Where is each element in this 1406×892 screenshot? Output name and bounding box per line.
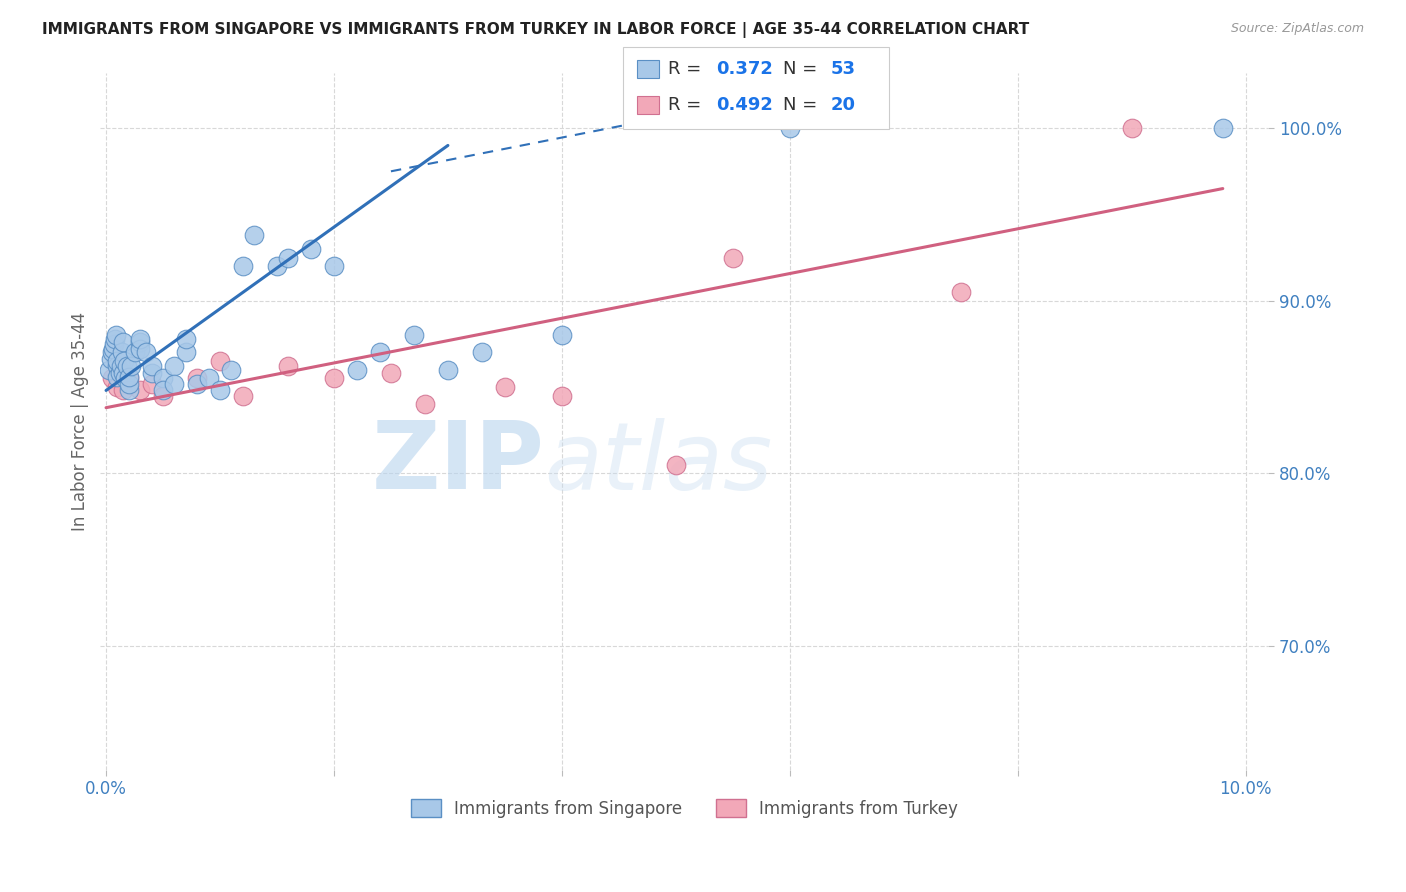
Point [323, 259, 346, 273]
Point [114, 371, 136, 385]
Point [118, 369, 141, 384]
Point [100, 352, 122, 367]
Point [277, 251, 299, 265]
Text: 53: 53 [831, 60, 856, 78]
Point [197, 371, 219, 385]
Point [346, 362, 368, 376]
Text: atlas: atlas [544, 417, 772, 508]
Point [112, 335, 135, 350]
Text: Source: ZipAtlas.com: Source: ZipAtlas.com [1230, 22, 1364, 36]
Point [163, 376, 186, 391]
Point [152, 389, 174, 403]
Point [129, 384, 152, 398]
Point [186, 371, 208, 385]
Text: N =: N = [783, 60, 823, 78]
Text: R =: R = [668, 60, 707, 78]
Point [368, 345, 391, 359]
Point [112, 384, 135, 398]
Point [323, 371, 346, 385]
Point [124, 345, 146, 359]
Point [186, 376, 208, 391]
Point [221, 362, 243, 376]
Point [104, 332, 127, 346]
Text: R =: R = [668, 96, 707, 114]
Point [551, 328, 574, 343]
Point [163, 359, 186, 374]
Point [380, 366, 402, 380]
Text: 20: 20 [831, 96, 856, 114]
Point [721, 251, 744, 265]
Point [100, 371, 122, 385]
Point [120, 359, 142, 374]
Point [1212, 121, 1234, 136]
Point [108, 366, 131, 380]
Text: N =: N = [783, 96, 823, 114]
Point [129, 335, 152, 350]
Point [107, 354, 129, 368]
Point [494, 380, 516, 394]
Point [232, 389, 254, 403]
Point [101, 342, 124, 356]
Point [174, 332, 197, 346]
Point [152, 371, 174, 385]
Point [110, 359, 132, 374]
Point [232, 259, 254, 273]
Point [413, 397, 436, 411]
Point [118, 376, 141, 391]
Point [1121, 121, 1143, 136]
Point [107, 380, 129, 394]
Text: 0.492: 0.492 [716, 96, 772, 114]
Point [243, 228, 266, 243]
Point [111, 345, 134, 359]
Point [779, 121, 801, 136]
Point [105, 328, 128, 343]
Point [141, 366, 163, 380]
Text: ZIP: ZIP [371, 417, 544, 509]
Point [103, 336, 125, 351]
Legend: Immigrants from Singapore, Immigrants from Turkey: Immigrants from Singapore, Immigrants fr… [404, 792, 965, 824]
Point [402, 328, 425, 343]
Point [112, 354, 135, 368]
Point [115, 359, 138, 374]
Point [665, 458, 688, 472]
Point [174, 345, 197, 359]
Point [299, 242, 322, 256]
Point [118, 384, 141, 398]
Text: 0.372: 0.372 [716, 60, 772, 78]
Y-axis label: In Labor Force | Age 35-44: In Labor Force | Age 35-44 [72, 312, 89, 531]
Point [135, 345, 157, 359]
Point [471, 345, 494, 359]
Point [208, 354, 231, 368]
Point [152, 384, 174, 398]
Point [551, 389, 574, 403]
Text: IMMIGRANTS FROM SINGAPORE VS IMMIGRANTS FROM TURKEY IN LABOR FORCE | AGE 35-44 C: IMMIGRANTS FROM SINGAPORE VS IMMIGRANTS … [42, 22, 1029, 38]
Point [98, 362, 121, 376]
Point [949, 285, 972, 299]
Point [100, 345, 122, 359]
Point [118, 371, 141, 385]
Point [112, 366, 135, 380]
Point [129, 332, 152, 346]
Point [277, 359, 299, 374]
Point [107, 369, 129, 384]
Point [208, 384, 231, 398]
Point [437, 362, 460, 376]
Point [141, 376, 163, 391]
Point [141, 359, 163, 374]
Point [129, 342, 152, 356]
Point [266, 259, 288, 273]
Point [107, 359, 129, 374]
